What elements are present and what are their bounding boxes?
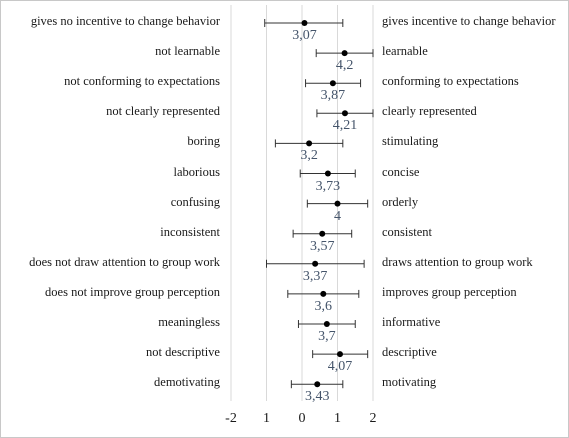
- right-anchor-label: consistent: [382, 224, 432, 239]
- mean-value-label: 3,37: [302, 268, 328, 284]
- left-anchor-label: demotivating: [154, 375, 220, 390]
- mean-point: [336, 351, 343, 358]
- mean-value-label: 4,2: [335, 58, 354, 74]
- left-anchor-label: meaningless: [158, 315, 220, 329]
- x-tick-label: 1: [334, 411, 341, 426]
- x-tick-label: -2: [225, 411, 237, 426]
- mean-point: [341, 110, 348, 117]
- x-tick-label: 0: [298, 411, 306, 426]
- left-anchor-label: inconsistent: [160, 224, 220, 239]
- right-anchor-label: orderly: [382, 194, 419, 209]
- left-anchor-label: boring: [187, 134, 220, 149]
- left-anchor-label: not learnable: [155, 44, 220, 59]
- right-anchor-label: informative: [382, 315, 441, 329]
- mean-point: [329, 80, 336, 87]
- mean-point: [341, 50, 348, 57]
- mean-value-label: 4,07: [327, 359, 353, 375]
- left-anchor-label: not descriptive: [146, 345, 220, 360]
- right-anchor-label: gives incentive to change behavior: [382, 14, 556, 28]
- right-anchor-label: learnable: [382, 44, 428, 59]
- mean-value-label: 3,07: [292, 28, 317, 43]
- right-anchor-label: motivating: [382, 375, 437, 390]
- mean-point: [301, 20, 308, 26]
- right-anchor-label: descriptive: [382, 345, 437, 360]
- mean-value-label: 3,6: [314, 298, 333, 314]
- left-anchor-label: gives no incentive to change behavior: [30, 14, 220, 28]
- mean-point: [312, 260, 319, 267]
- mean-value-label: 3,87: [320, 88, 346, 104]
- right-anchor-label: improves group perception: [382, 284, 517, 299]
- mean-value-label: 4: [334, 208, 341, 224]
- mean-value-label: 3,57: [309, 238, 335, 254]
- mean-point: [324, 170, 331, 177]
- left-anchor-label: laborious: [173, 164, 220, 179]
- mean-point: [323, 321, 330, 327]
- right-anchor-label: draws attention to group work: [382, 254, 533, 269]
- x-tick-label: 1: [263, 411, 270, 426]
- mean-value-label: 4,21: [332, 118, 358, 134]
- left-anchor-label: does not improve group perception: [45, 284, 220, 299]
- left-anchor-label: confusing: [170, 194, 220, 209]
- right-anchor-label: clearly represented: [382, 104, 477, 119]
- mean-value-label: 3,2: [300, 148, 318, 164]
- right-anchor-label: conforming to expectations: [382, 74, 519, 89]
- right-anchor-label: stimulating: [382, 134, 439, 149]
- left-anchor-label: not clearly represented: [106, 104, 220, 119]
- mean-point: [319, 230, 326, 237]
- mean-value-label: 3,43: [305, 389, 330, 405]
- left-anchor-label: does not draw attention to group work: [29, 254, 220, 269]
- mean-point: [320, 290, 327, 297]
- left-anchor-label: not conforming to expectations: [64, 74, 220, 89]
- mean-value-label: 3,7: [318, 329, 336, 344]
- mean-point: [314, 381, 321, 388]
- x-tick-label: 2: [369, 411, 377, 426]
- mean-point: [334, 200, 341, 207]
- mean-value-label: 3,73: [315, 178, 341, 194]
- mean-point: [306, 140, 313, 147]
- right-anchor-label: concise: [382, 164, 420, 179]
